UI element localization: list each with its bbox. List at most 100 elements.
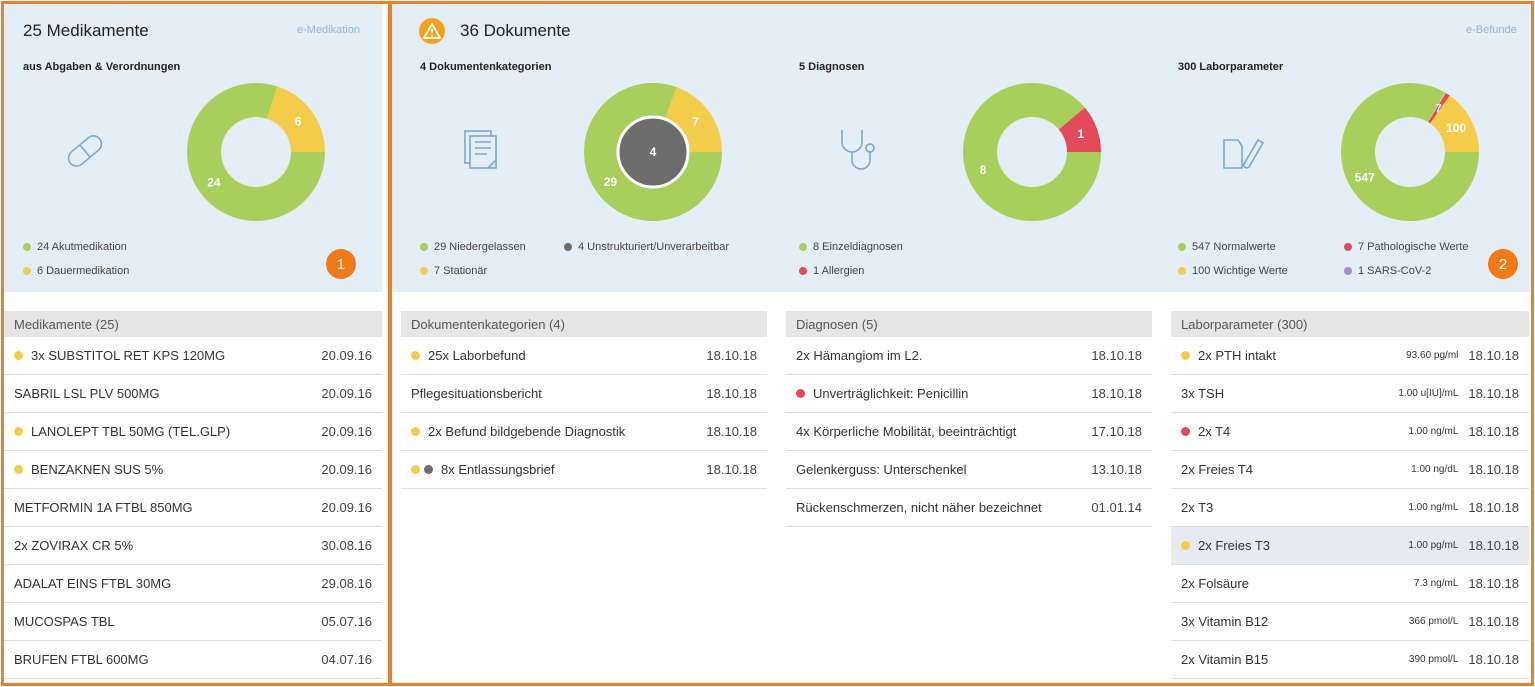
list-row[interactable]: MUCOSPAS TBL 05.07.16 <box>4 603 382 641</box>
row-value: 1.00 pg/mL <box>1408 540 1459 551</box>
legend-dot <box>23 243 31 251</box>
row-label: BRUFEN FTBL 600MG <box>14 652 149 667</box>
medication-list: Medikamente (25) 3x SUBSTITOL RET KPS 120… <box>4 311 382 679</box>
list-row[interactable]: 2x Folsäure 7.3 ng/mL 18.10.18 <box>1171 565 1529 603</box>
row-label: MUCOSPAS TBL <box>14 614 115 629</box>
list-row[interactable]: BRUFEN FTBL 600MG 04.07.16 <box>4 641 382 679</box>
row-label: 3x Vitamin B12 <box>1181 614 1269 629</box>
row-name: LANOLEPT TBL 50MG (TEL.GLP) <box>14 424 321 439</box>
list-header: Diagnosen (5) <box>786 311 1152 337</box>
stethoscope-icon <box>841 130 875 170</box>
list-row[interactable]: SABRIL LSL PLV 500MG 20.09.16 <box>4 375 382 413</box>
lab-tubes-icon <box>1223 138 1265 169</box>
donut-segment-label: 8 <box>980 163 987 177</box>
row-date: 20.09.16 <box>321 348 372 363</box>
list-row[interactable]: 2x T4 1.00 ng/mL 18.10.18 <box>1171 413 1529 451</box>
legend-dot <box>420 267 428 275</box>
row-date: 04.07.16 <box>321 652 372 667</box>
list-row[interactable]: 25x Laborbefund 18.10.18 <box>401 337 767 375</box>
center-disc <box>616 115 690 189</box>
categories-donut-chart: 29 7 4 <box>584 83 722 222</box>
row-value: 1.00 ng/mL <box>1408 426 1459 437</box>
status-dot <box>14 427 23 436</box>
list-row[interactable]: 2x Vitamin B15 390 pmol/L 18.10.18 <box>1171 641 1529 679</box>
row-name: Rückenschmerzen, nicht näher bezeichnet <box>796 500 1091 515</box>
row-date: 05.07.16 <box>321 614 372 629</box>
legend-allergien: 1 Allergien <box>799 265 864 277</box>
row-label: 2x ZOVIRAX CR 5% <box>14 538 134 553</box>
list-row[interactable]: 4x Körperliche Mobilität, beeinträchtigt… <box>786 413 1152 451</box>
row-date: 18.10.18 <box>1468 424 1519 439</box>
donut-segment-label: 24 <box>207 176 221 190</box>
status-dots <box>1181 351 1190 360</box>
list-row[interactable]: 2x Hämangiom im L2. 18.10.18 <box>786 337 1152 375</box>
list-row[interactable]: 2x T3 1.00 ng/mL 18.10.18 <box>1171 489 1529 527</box>
row-name: 25x Laborbefund <box>411 348 706 363</box>
list-row[interactable]: LANOLEPT TBL 50MG (TEL.GLP) 20.09.16 <box>4 413 382 451</box>
status-dots <box>796 389 805 398</box>
row-value: 1.00 u[IU]/mL <box>1398 388 1459 399</box>
list-row[interactable]: BENZAKNEN SUS 5% 20.09.16 <box>4 451 382 489</box>
medication-donut-chart: 24 6 <box>187 83 325 222</box>
row-label: Rückenschmerzen, nicht näher bezeichnet <box>796 500 1042 515</box>
legend-pathologische-werte: 7 Pathologische Werte <box>1344 241 1468 253</box>
row-date: 17.10.18 <box>1091 424 1142 439</box>
donut-segment-label: 100 <box>1446 121 1466 135</box>
row-value: 1.00 ng/dL <box>1411 464 1459 475</box>
row-date: 18.10.18 <box>1091 348 1142 363</box>
list-row[interactable]: 2x PTH intakt 93.60 pg/ml 18.10.18 <box>1171 337 1529 375</box>
e-medikation-link[interactable]: e-Medikation <box>297 24 360 36</box>
row-label: 2x T4 <box>1198 424 1231 439</box>
row-name: 4x Körperliche Mobilität, beeinträchtigt <box>796 424 1091 439</box>
donut-segment-label: 29 <box>604 175 618 189</box>
status-dot <box>411 351 420 360</box>
row-name: 2x T4 <box>1181 424 1408 439</box>
row-date: 18.10.18 <box>1468 348 1519 363</box>
list-row[interactable]: Pflegesituationsbericht 18.10.18 <box>401 375 767 413</box>
warning-icon[interactable] <box>419 18 445 44</box>
row-label: SABRIL LSL PLV 500MG <box>14 386 160 401</box>
legend-dot <box>1344 267 1352 275</box>
row-value: 93.60 pg/ml <box>1406 350 1459 361</box>
row-name: Unverträglichkeit: Penicillin <box>796 386 1091 401</box>
row-label: 25x Laborbefund <box>428 348 526 363</box>
list-row[interactable]: Unverträglichkeit: Penicillin 18.10.18 <box>786 375 1152 413</box>
list-row[interactable]: METFORMIN 1A FTBL 850MG 20.09.16 <box>4 489 382 527</box>
status-dots <box>1181 541 1190 550</box>
e-befunde-link[interactable]: e-Befunde <box>1466 24 1517 36</box>
list-row[interactable]: 3x TSH 1.00 u[IU]/mL 18.10.18 <box>1171 375 1529 413</box>
row-label: 8x Entlassungsbrief <box>441 462 555 477</box>
row-label: Unverträglichkeit: Penicillin <box>813 386 969 401</box>
status-dot <box>411 465 420 474</box>
list-row[interactable]: Rückenschmerzen, nicht näher bezeichnet 0… <box>786 489 1152 527</box>
status-dots <box>1181 427 1190 436</box>
donut-segment-label: 1 <box>1078 127 1085 141</box>
row-date: 18.10.18 <box>1468 576 1519 591</box>
list-row[interactable]: 2x Freies T4 1.00 ng/dL 18.10.18 <box>1171 451 1529 489</box>
medication-title: 25 Medikamente <box>23 21 149 40</box>
status-dot <box>14 351 23 360</box>
list-row[interactable]: Gelenkerguss: Unterschenkel 13.10.18 <box>786 451 1152 489</box>
list-row[interactable]: ADALAT EINS FTBL 30MG 29.08.16 <box>4 565 382 603</box>
row-label: ADALAT EINS FTBL 30MG <box>14 576 172 591</box>
list-row[interactable]: 8x Entlassungsbrief 18.10.18 <box>401 451 767 489</box>
row-name: METFORMIN 1A FTBL 850MG <box>14 500 321 515</box>
lab-donut-chart: 547 100 7 <box>1341 82 1479 221</box>
donut-segment <box>187 83 325 222</box>
list-row[interactable]: 2x Befund bildgebende Diagnostik 18.10.18 <box>401 413 767 451</box>
donut-segment <box>664 87 722 152</box>
status-dot <box>796 389 805 398</box>
row-name: 2x ZOVIRAX CR 5% <box>14 538 321 553</box>
status-dot <box>424 465 433 474</box>
row-value: 390 pmol/L <box>1408 654 1459 665</box>
donut-segment <box>1430 95 1479 152</box>
legend-sars-cov-2: 1 SARS-CoV-2 <box>1344 265 1431 277</box>
list-row[interactable]: 2x ZOVIRAX CR 5% 30.08.16 <box>4 527 382 565</box>
list-row[interactable]: 3x SUBSTITOL RET KPS 120MG 20.09.16 <box>4 337 382 375</box>
row-name: ADALAT EINS FTBL 30MG <box>14 576 321 591</box>
row-name: MUCOSPAS TBL <box>14 614 321 629</box>
categories-subtitle: 4 Dokumentenkategorien <box>420 61 552 73</box>
row-label: Pflegesituationsbericht <box>411 386 542 401</box>
list-row[interactable]: 2x Freies T3 1.00 pg/mL 18.10.18 <box>1171 527 1529 565</box>
list-row[interactable]: 3x Vitamin B12 366 pmol/L 18.10.18 <box>1171 603 1529 641</box>
